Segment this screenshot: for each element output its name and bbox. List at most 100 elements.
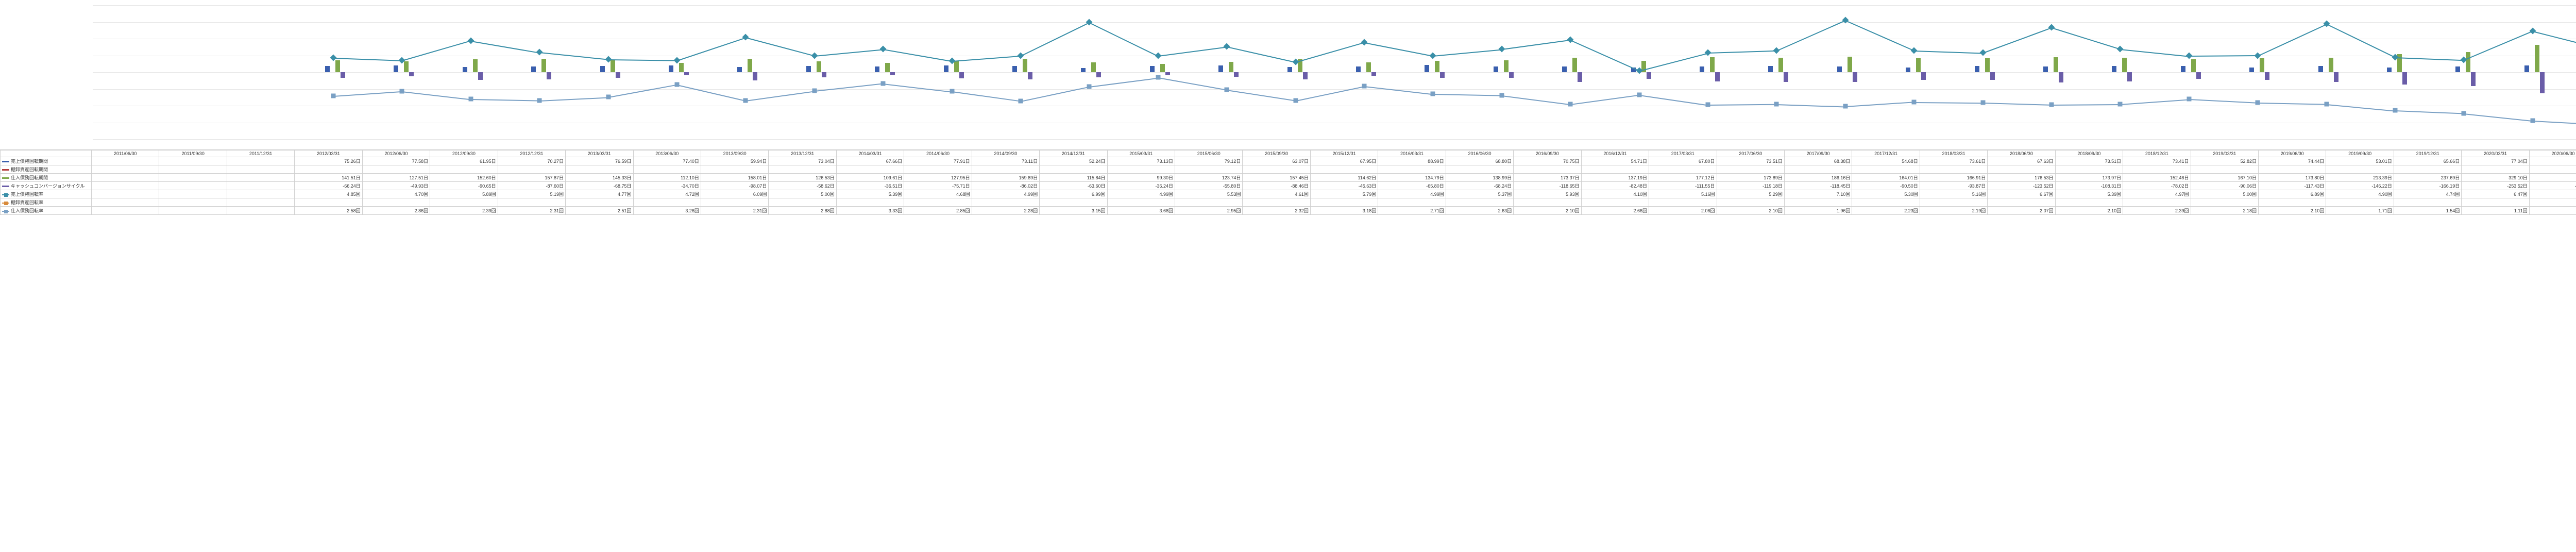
bar-ar_period [1218, 65, 1223, 72]
cell-ccc: -45.63日 [1310, 182, 1378, 190]
cell-ap_period: 109.61日 [836, 174, 904, 182]
table-date-header: 2013/12/31 [769, 150, 836, 157]
cell-ap_turn: 2.10回 [1717, 207, 1784, 215]
bar-ar_period [1012, 66, 1017, 72]
cell-ap_period: 159.89日 [972, 174, 1039, 182]
cell-ap_period: 166.91日 [1920, 174, 1987, 182]
bar-ar_period [2112, 66, 2116, 72]
bar-ccc [547, 72, 551, 79]
cell-ap_period: 123.74日 [1175, 174, 1243, 182]
cell-ccc: -63.60日 [1040, 182, 1107, 190]
table-date-header: 2013/03/31 [566, 150, 633, 157]
cell-ap_period: 329.10日 [2462, 174, 2529, 182]
line-ar_turn [1776, 20, 1845, 52]
line-ar_turn [1227, 46, 1296, 63]
cell-ap_turn [159, 207, 227, 215]
bar-ap_period [954, 61, 959, 72]
line-ar_turn [333, 58, 402, 61]
bar-ccc [2059, 72, 2063, 82]
cell-ap_turn: 2.63回 [1446, 207, 1513, 215]
line-ap_turn [1570, 95, 1639, 105]
cell-inv_period [1040, 165, 1107, 174]
cell-ap_turn: 2.71回 [1378, 207, 1446, 215]
cell-inv_period [498, 165, 565, 174]
row-label-ap_period: 仕入債務回転期間 [1, 174, 92, 182]
table-date-header: 2017/06/30 [1717, 150, 1784, 157]
bar-ap_period [2466, 52, 2470, 72]
cell-ap_turn: 0.89回 [2529, 207, 2576, 215]
cell-inv_period [2259, 165, 2326, 174]
cell-inv_period [1378, 165, 1446, 174]
bar-ar_period [1081, 68, 1086, 72]
cell-ar_period: 67.95日 [1310, 157, 1378, 165]
cell-inv_turn [1717, 198, 1784, 207]
chart-area: -800.00日-600.00日-400.00日-200.00日0.00日200… [0, 0, 2576, 150]
cell-inv_turn [1920, 198, 1987, 207]
bar-ap_period [1366, 62, 1371, 72]
cell-ap_period: 157.87日 [498, 174, 565, 182]
cell-ap_turn: 3.26回 [633, 207, 701, 215]
cell-ar_turn: 5.00回 [769, 190, 836, 198]
cell-inv_turn [1107, 198, 1175, 207]
cell-ar_period: 56.37日 [2529, 157, 2576, 165]
bar-ar_period [463, 67, 467, 72]
line-ap_turn [1982, 103, 2051, 106]
cell-ccc: -82.48日 [1581, 182, 1649, 190]
cell-inv_turn [1378, 198, 1446, 207]
cell-inv_turn [769, 198, 836, 207]
line-ar_turn [1020, 22, 1089, 57]
cell-inv_period [1920, 165, 1987, 174]
cell-ar_period: 73.41日 [2123, 157, 2191, 165]
cell-ar_period: 68.80日 [1446, 157, 1513, 165]
bar-ap_period [1916, 58, 1921, 72]
line-ap_turn [1295, 86, 1364, 102]
line-ar_turn [1845, 20, 1914, 51]
table-date-header: 2018/09/30 [2055, 150, 2123, 157]
table-date-header: 2014/12/31 [1040, 150, 1107, 157]
cell-ar_turn: 5.93回 [1514, 190, 1581, 198]
cell-ap_turn: 1.71回 [2326, 207, 2394, 215]
line-ar_turn [1502, 40, 1571, 50]
cell-inv_turn [2055, 198, 2123, 207]
cell-ccc: -111.55日 [1649, 182, 1717, 190]
cell-ap_turn: 2.85回 [904, 207, 972, 215]
cell-inv_period [1649, 165, 1717, 174]
cell-ap_turn: 2.51回 [566, 207, 633, 215]
cell-ap_period: 164.01日 [1852, 174, 1920, 182]
line-ap_turn [2120, 99, 2189, 105]
cell-ccc [92, 182, 159, 190]
bar-ar_period [1356, 66, 1361, 72]
cell-ccc: -253.52日 [2462, 182, 2529, 190]
cell-inv_period [1107, 165, 1175, 174]
cell-inv_period [836, 165, 904, 174]
cell-ccc: -58.62日 [769, 182, 836, 190]
cell-ap_period: 152.46日 [2123, 174, 2191, 182]
cell-inv_turn [2462, 198, 2529, 207]
cell-ap_turn: 2.23回 [1852, 207, 1920, 215]
cell-inv_turn [972, 198, 1039, 207]
line-ap_turn [2464, 113, 2533, 122]
bar-ap_period [748, 59, 752, 72]
bar-ar_period [1287, 67, 1292, 72]
cell-ar_turn: 4.10回 [1581, 190, 1649, 198]
cell-ar_period: 67.80日 [1649, 157, 1717, 165]
bar-ap_period [1023, 59, 1027, 72]
line-ap_turn [1845, 102, 1914, 108]
cell-inv_turn [1581, 198, 1649, 207]
line-ar_turn [1364, 42, 1433, 57]
bar-ar_period [875, 66, 879, 72]
cell-ap_turn: 1.54回 [2394, 207, 2461, 215]
cell-ar_turn: 6.47回 [2462, 190, 2529, 198]
cell-ccc: -87.60日 [498, 182, 565, 190]
cell-ar_turn: 4.77回 [566, 190, 633, 198]
bar-ap_period [1504, 60, 1509, 72]
bar-ccc [1440, 72, 1445, 78]
bar-ar_period [2387, 68, 2392, 72]
bar-ap_period [679, 63, 684, 72]
cell-ar_turn: 5.16回 [1649, 190, 1717, 198]
cell-ap_turn: 2.06回 [1649, 207, 1717, 215]
table-date-header: 2017/03/31 [1649, 150, 1717, 157]
cell-inv_period [2326, 165, 2394, 174]
bar-ar_period [737, 67, 742, 72]
cell-ar_period: 73.61日 [1920, 157, 1987, 165]
